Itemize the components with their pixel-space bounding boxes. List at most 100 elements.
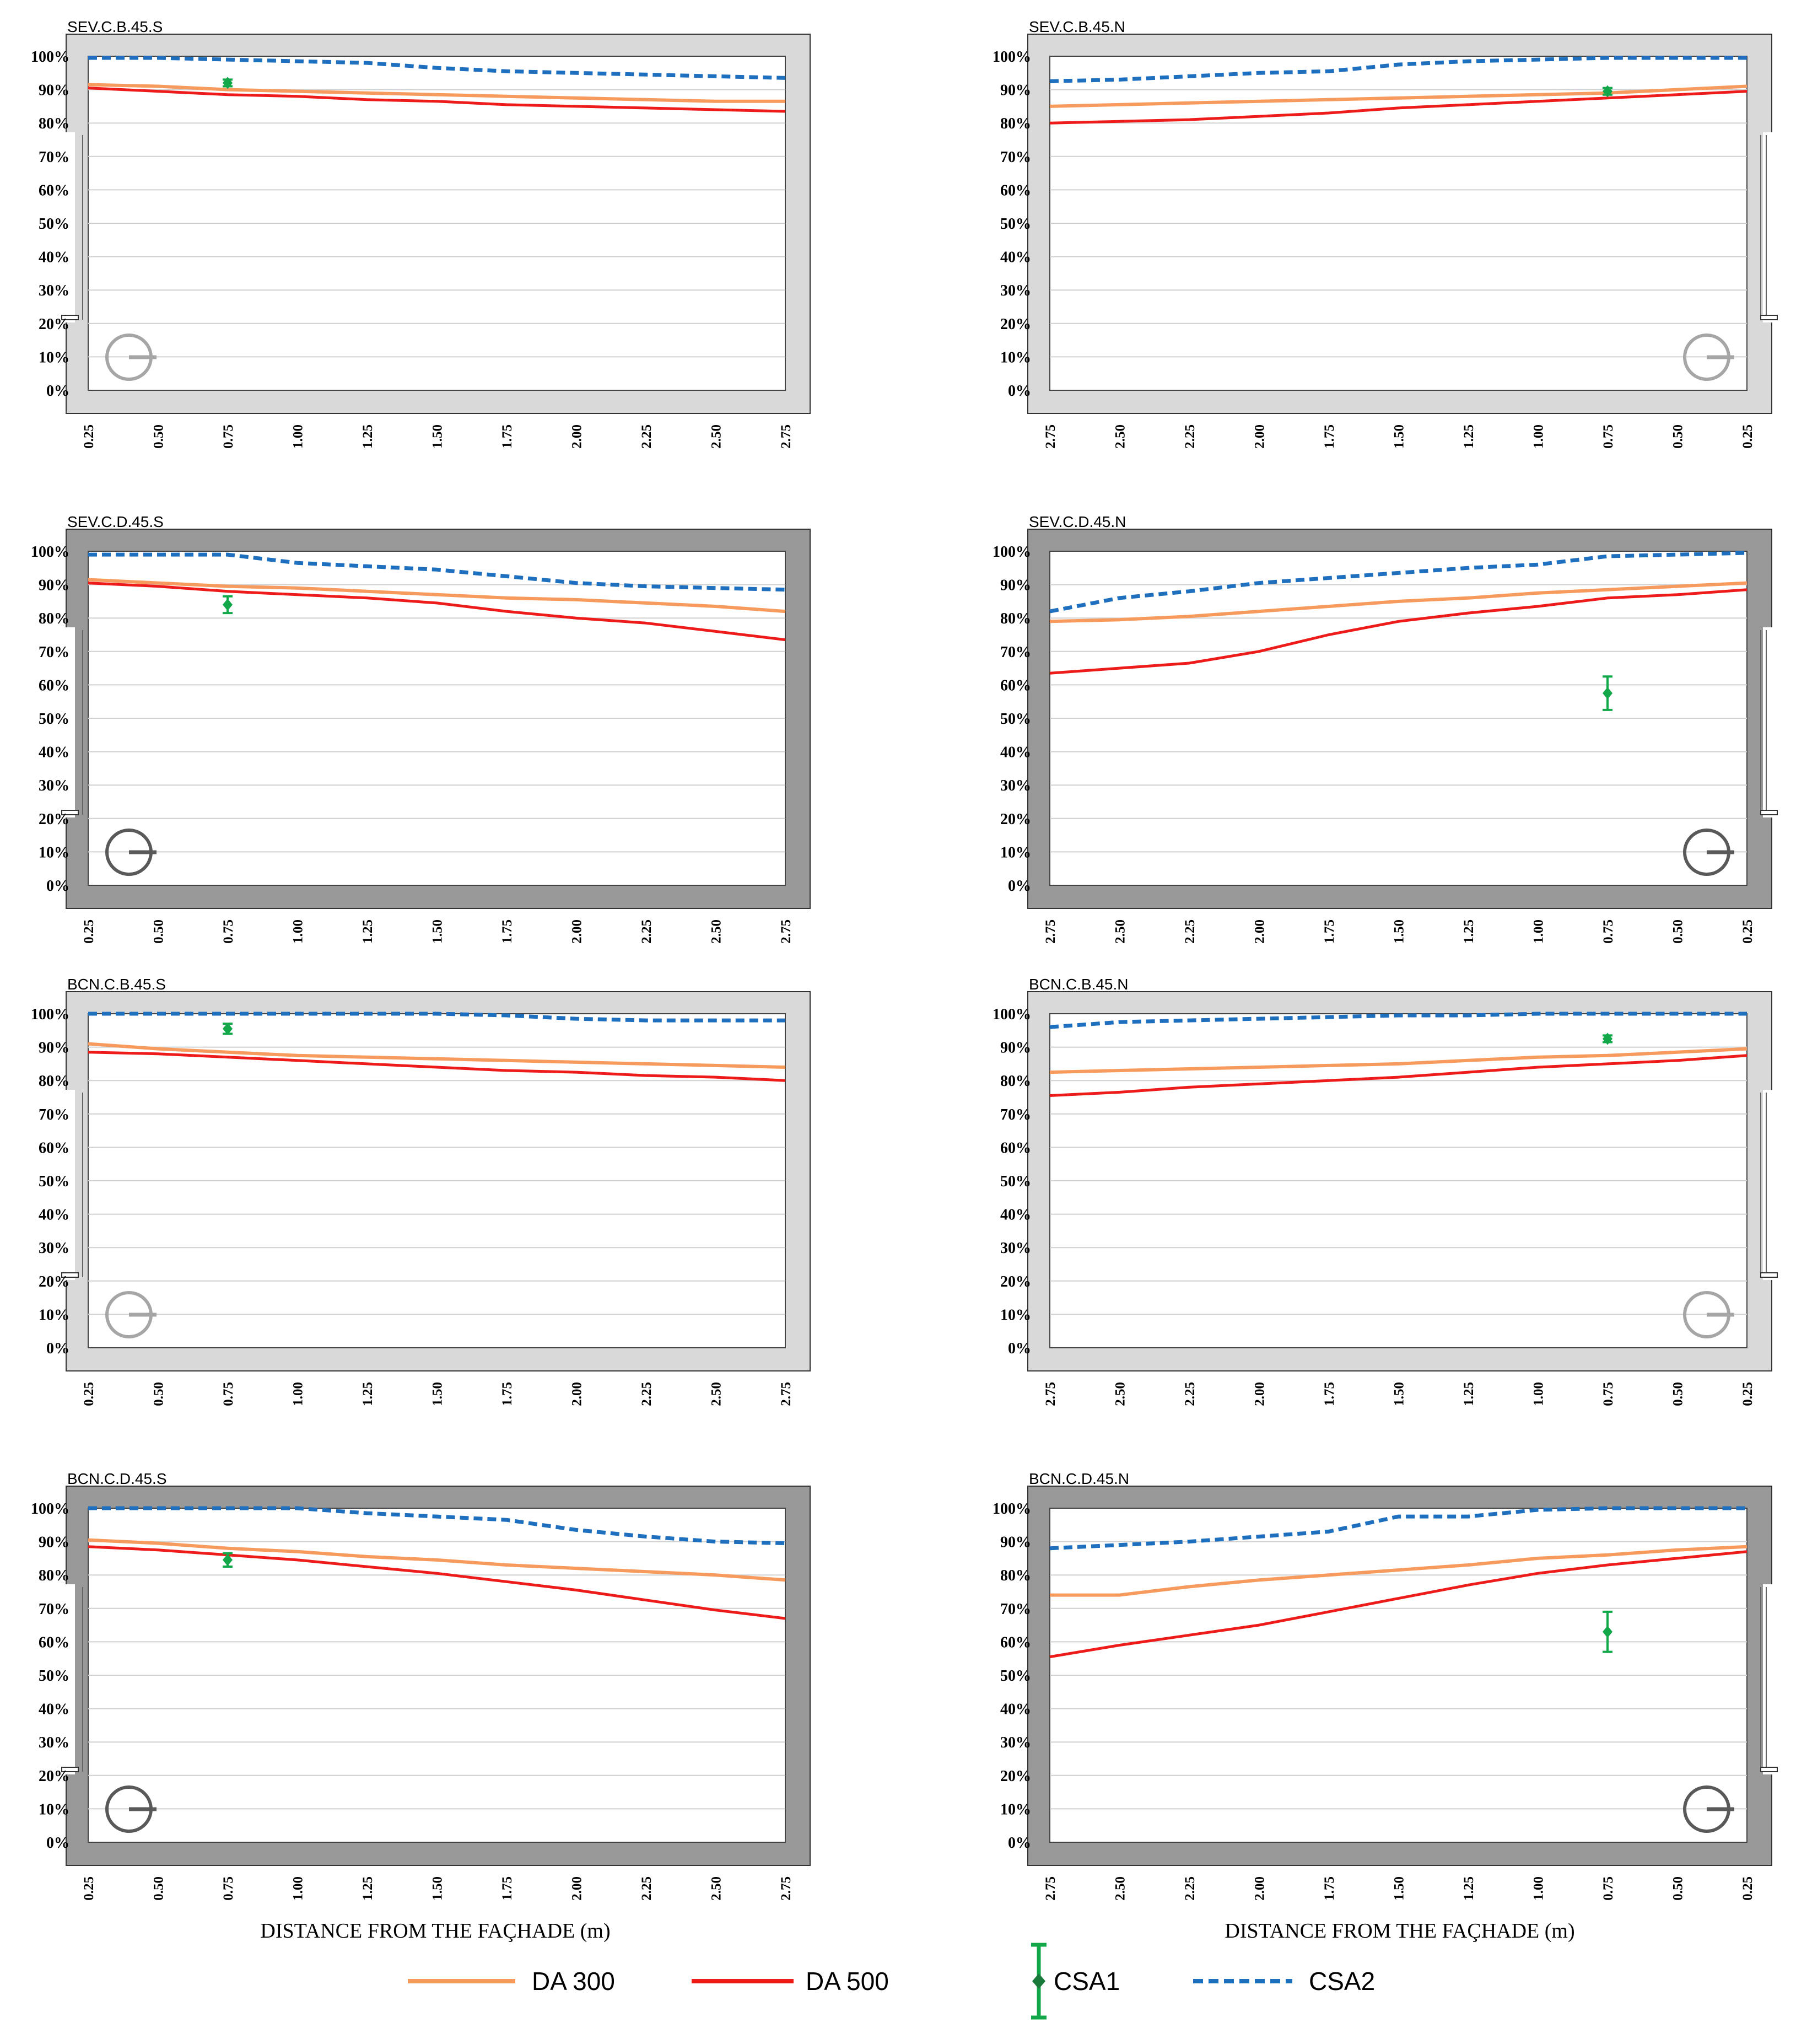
y-tick-label: 0% <box>1008 383 1031 400</box>
x-tick-label: 0.50 <box>152 919 166 944</box>
series-line-da500 <box>88 1051 786 1082</box>
x-tick-label: 2.50 <box>1113 424 1128 449</box>
y-tick-label: 0% <box>46 1835 69 1852</box>
y-tick-label: 10% <box>1000 1801 1031 1818</box>
y-tick-label: 40% <box>39 1701 69 1718</box>
y-tick-label: 50% <box>39 1173 69 1190</box>
x-tick-label: 0.25 <box>1740 1876 1755 1901</box>
x-tick-label: 2.00 <box>570 919 585 944</box>
x-tick-label: 1.00 <box>1531 919 1546 944</box>
y-tick-label: 80% <box>1000 115 1031 132</box>
series-line-csa2 <box>1049 1012 1747 1029</box>
series-line-da500 <box>1049 588 1748 675</box>
window-opening <box>62 132 75 322</box>
series-line-da300 <box>88 578 786 614</box>
x-tick-label: 2.25 <box>1183 424 1198 449</box>
series-line-da500 <box>1049 1550 1748 1659</box>
x-axis-label-right: DISTANCE FROM THE FAÇHADE (m) <box>1225 1919 1574 1943</box>
csa1-point <box>1603 1032 1612 1045</box>
x-tick-label: 0.50 <box>152 1876 166 1901</box>
chart-title: SEV.C.B.45.S <box>67 18 163 35</box>
x-tick-label: 1.50 <box>430 919 445 944</box>
x-tick-label: 0.75 <box>221 1876 236 1901</box>
y-tick-label: 70% <box>39 1106 69 1123</box>
series-line-da300 <box>88 1042 786 1069</box>
y-tick-label: 80% <box>39 115 69 132</box>
x-tick-label: 1.75 <box>1322 1876 1337 1901</box>
x-tick-label: 0.50 <box>1671 1876 1686 1901</box>
window-opening <box>62 627 75 817</box>
y-tick-label: 20% <box>1000 811 1031 828</box>
window-sill <box>61 1272 79 1278</box>
chart-panel-7: 100% 90% 80% 70% 60% 50% 40% 30% 20% 10% 0% 0.25 0.5… <box>31 1470 811 1901</box>
y-tick-label: 80% <box>39 1567 69 1584</box>
x-tick-label: 2.50 <box>1113 1876 1128 1901</box>
x-tick-label: 1.00 <box>291 1876 306 1901</box>
x-tick-label: 1.50 <box>1392 1382 1407 1406</box>
y-tick-label: 100% <box>31 544 69 561</box>
x-tick-label: 1.50 <box>430 424 445 449</box>
y-tick-label: 40% <box>39 744 69 761</box>
y-tick-label: 60% <box>39 1634 69 1651</box>
x-tick-label: 2.00 <box>1253 1382 1268 1406</box>
x-tick-label: 2.25 <box>1183 919 1198 944</box>
y-tick-label: 10% <box>39 349 69 366</box>
window-opening <box>62 1090 75 1280</box>
x-tick-label: 1.00 <box>291 1382 306 1406</box>
y-tick-label: 90% <box>39 1534 69 1551</box>
series-line-csa2 <box>88 552 786 592</box>
y-tick-label: 20% <box>1000 316 1031 333</box>
y-tick-label: 70% <box>1000 149 1031 166</box>
x-tick-label: 0.50 <box>1671 919 1686 944</box>
series-line-da500 <box>1049 1054 1748 1097</box>
x-tick-label: 2.00 <box>1253 424 1268 449</box>
x-tick-label: 1.75 <box>500 424 515 449</box>
x-tick-label: 2.50 <box>1113 919 1128 944</box>
x-tick-label: 1.25 <box>360 1876 375 1901</box>
window-opening <box>1763 1090 1776 1280</box>
y-tick-label: 100% <box>31 49 69 66</box>
y-tick-label: 60% <box>1000 182 1031 199</box>
csa1-point <box>223 598 233 611</box>
x-tick-label: 1.50 <box>430 1876 445 1901</box>
y-tick-label: 70% <box>39 1601 69 1618</box>
y-tick-label: 30% <box>1000 282 1031 299</box>
x-tick-label: 2.25 <box>639 1876 654 1901</box>
x-tick-label: 1.75 <box>500 1382 515 1406</box>
y-tick-label: 40% <box>39 1207 69 1224</box>
x-tick-label: 2.75 <box>779 1382 794 1406</box>
chart-panel-2: 100% 90% 80% 70% 60% 50% 40% 30% 20% 10% 0% 2.75 2.5… <box>993 18 1778 449</box>
chart-panel-3: 100% 90% 80% 70% 60% 50% 40% 30% 20% 10% 0% 0.25 0.5… <box>31 513 811 944</box>
y-tick-label: 60% <box>39 182 69 199</box>
y-tick-label: 30% <box>1000 1240 1031 1257</box>
y-tick-label: 40% <box>1000 1701 1031 1718</box>
x-tick-label: 1.75 <box>500 919 515 944</box>
x-tick-label: 1.25 <box>360 1382 375 1406</box>
chart-panel-6: 100% 90% 80% 70% 60% 50% 40% 30% 20% 10% 0% 2.75 2.5… <box>993 976 1778 1406</box>
window-sill <box>1760 315 1778 320</box>
y-tick-label: 30% <box>39 1240 69 1257</box>
x-tick-label: 1.75 <box>1322 424 1337 449</box>
y-tick-label: 40% <box>39 249 69 266</box>
y-tick-label: 80% <box>1000 610 1031 627</box>
y-tick-label: 100% <box>993 1500 1031 1518</box>
y-tick-label: 50% <box>1000 1668 1031 1685</box>
series-line-csa2 <box>88 1012 785 1023</box>
x-tick-label: 0.50 <box>152 1382 166 1406</box>
chart-title: BCN.C.D.45.S <box>67 1470 167 1487</box>
x-tick-label: 0.25 <box>82 1876 96 1901</box>
chart-title: BCN.C.B.45.S <box>67 976 166 993</box>
x-tick-label: 2.75 <box>1043 424 1058 449</box>
x-tick-label: 1.50 <box>1392 1876 1407 1901</box>
series-line-csa2 <box>1049 1506 1747 1551</box>
chart-panel-4: 100% 90% 80% 70% 60% 50% 40% 30% 20% 10% 0% 2.75 2.5… <box>993 513 1778 944</box>
y-tick-label: 0% <box>1008 878 1031 895</box>
chart-panel-8: 100% 90% 80% 70% 60% 50% 40% 30% 20% 10% 0% 2.75 2.5… <box>993 1470 1778 1901</box>
y-tick-label: 20% <box>39 811 69 828</box>
chart-panel-5: 100% 90% 80% 70% 60% 50% 40% 30% 20% 10% 0% 0.25 0.5… <box>31 976 811 1406</box>
x-tick-label: 2.00 <box>1253 919 1268 944</box>
y-tick-label: 60% <box>1000 677 1031 694</box>
csa1-point <box>1603 1626 1612 1638</box>
y-tick-label: 40% <box>1000 249 1031 266</box>
x-tick-label: 0.25 <box>1740 424 1755 449</box>
